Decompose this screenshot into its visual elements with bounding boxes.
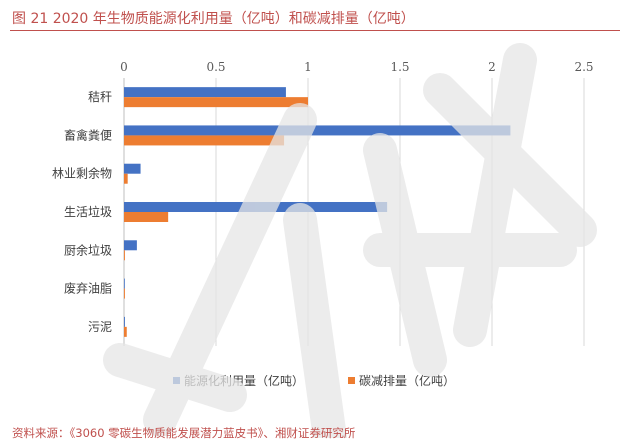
chart-title: 图 21 2020 年生物质能源化利用量（亿吨）和碳减排量（亿吨）	[12, 11, 415, 27]
bar	[124, 316, 125, 327]
legend-swatch	[348, 377, 355, 384]
category-label: 秸秆	[88, 90, 112, 104]
category-label: 厨余垃圾	[64, 242, 112, 257]
bar	[124, 250, 125, 261]
source-note: 资料来源：《3060 零碳生物质能发展潜力蓝皮书》、湘财证券研究所	[12, 426, 356, 440]
bar	[124, 125, 511, 136]
x-tick-label: 1	[304, 60, 312, 74]
category-label: 畜禽粪便	[64, 127, 112, 142]
bar	[124, 326, 127, 337]
bar	[124, 202, 388, 212]
legend-swatch	[173, 377, 180, 384]
bar	[124, 278, 125, 289]
x-tick-labels: 0 0.5 1 1.5 2 2.5	[120, 60, 593, 74]
bar	[124, 97, 308, 108]
category-label: 林业剩余物	[52, 166, 112, 181]
x-tick-label: 0	[120, 60, 128, 74]
bar	[124, 212, 169, 222]
legend-label: 能源化利用量（亿吨）	[184, 373, 304, 388]
category-label: 生活垃圾	[64, 204, 112, 219]
title-rule	[10, 30, 620, 31]
bars	[124, 87, 511, 337]
legend: 能源化利用量（亿吨） 碳减排量（亿吨）	[173, 373, 455, 388]
x-tick-label: 2.5	[574, 60, 593, 74]
category-label: 废弃油脂	[64, 281, 112, 296]
category-label: 污泥	[88, 320, 112, 334]
bar	[124, 240, 137, 251]
bar	[124, 173, 128, 184]
bar	[124, 288, 125, 299]
bar	[124, 87, 286, 98]
legend-label: 碳减排量（亿吨）	[359, 373, 455, 388]
bar	[124, 135, 285, 146]
x-tick-label: 2	[488, 60, 496, 74]
bar	[124, 163, 141, 174]
x-tick-label: 0.5	[206, 60, 225, 74]
x-tick-label: 1.5	[390, 60, 409, 74]
